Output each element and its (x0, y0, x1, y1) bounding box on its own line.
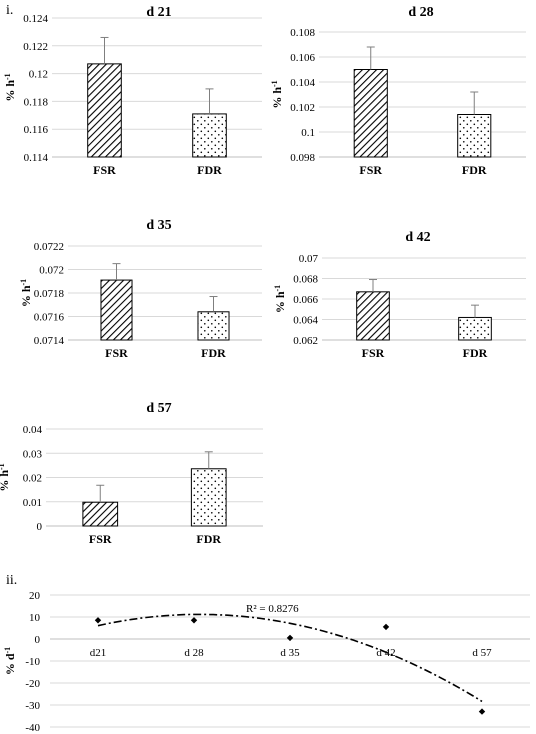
y-tick-label: -30 (25, 700, 40, 712)
x-category-label: d 57 (472, 647, 492, 659)
y-tick-label: 0.04 (23, 424, 43, 436)
y-tick-label: 0.064 (293, 315, 318, 327)
y-tick-label: 0.1 (301, 127, 315, 139)
x-category-label: FSR (93, 163, 116, 177)
bar-fsr (82, 501, 119, 527)
y-axis-label: % h-1 (3, 73, 18, 101)
y-tick-label: -40 (25, 722, 40, 734)
x-category-label: FSR (89, 532, 112, 546)
data-point (382, 623, 390, 631)
y-tick-label: 0.108 (290, 27, 315, 39)
y-tick-label: 0.01 (23, 497, 42, 509)
trendline (97, 613, 483, 703)
y-tick-label: 0.03 (23, 448, 43, 460)
bar-fdr (458, 316, 492, 341)
r-squared-label: R² = 0.8276 (246, 603, 299, 615)
x-category-label: FDR (462, 163, 487, 177)
bar-fdr (197, 311, 230, 341)
y-tick-label: 0.0716 (34, 312, 65, 324)
x-category-label: FDR (463, 346, 488, 360)
y-axis-label: % h-1 (270, 80, 285, 108)
y-tick-label: 0.12 (29, 69, 48, 81)
bar-fdr (457, 114, 492, 158)
y-tick-label: -10 (25, 656, 40, 668)
x-category-label: d 35 (280, 647, 300, 659)
x-category-label: d21 (90, 647, 107, 659)
bar-chart-d28: d 28 0.098 0.1 0.102 0.104 0.106 0.108 % h-1 FSR… (270, 5, 526, 177)
y-tick-label: 0 (37, 521, 43, 533)
bar-chart-d21: d 21 0.114 0.116 0.118 0.12 0.122 0.124 % h-1 FS… (3, 5, 262, 177)
y-tick-label: 0.098 (290, 152, 315, 164)
chart-title: d 35 (146, 218, 171, 233)
chart-title: d 21 (146, 5, 171, 20)
y-tick-label: 0.118 (24, 96, 49, 108)
y-tick-label: 0.062 (293, 335, 318, 347)
y-tick-label: -20 (25, 678, 40, 690)
bar-fsr (353, 69, 388, 158)
y-tick-label: 0.104 (290, 77, 315, 89)
x-category-label: FDR (197, 163, 222, 177)
y-tick-label: 0.124 (23, 13, 48, 25)
y-tick-label: 0.106 (290, 52, 315, 64)
x-category-label: FSR (359, 163, 382, 177)
y-tick-label: 0.102 (290, 102, 315, 114)
x-category-label: d 28 (184, 647, 204, 659)
chart-title: d 42 (405, 230, 430, 245)
panel-label-i: i. (6, 3, 13, 18)
x-category-label: FDR (196, 532, 221, 546)
y-axis-label: % d-1 (3, 647, 18, 675)
data-point (94, 617, 102, 624)
y-tick-label: 0.122 (23, 41, 48, 53)
panel-label-ii: ii. (6, 573, 17, 588)
y-tick-label: 0.068 (293, 274, 318, 286)
x-category-label: FSR (362, 346, 385, 360)
y-tick-label: 0 (35, 634, 41, 646)
bar-chart-d35: d 35 0.0714 0.0716 0.0718 0.072 0.0722 % h-1 FS… (19, 218, 262, 360)
y-tick-label: 0.0718 (34, 288, 65, 300)
bar-fsr (356, 291, 390, 341)
chart-title: d 28 (408, 5, 433, 20)
y-axis-label: % h-1 (19, 279, 34, 307)
bar-fsr (87, 63, 122, 158)
y-tick-label: 0.07 (299, 253, 319, 265)
y-tick-label: 20 (29, 590, 41, 602)
y-tick-label: 0.0714 (34, 335, 65, 347)
data-point (286, 634, 294, 642)
y-tick-label: 0.0722 (34, 241, 64, 253)
y-tick-label: 0.066 (293, 294, 318, 306)
y-axis-label: % h-1 (273, 285, 288, 313)
data-point (478, 708, 486, 715)
y-tick-label: 0.02 (23, 473, 42, 485)
x-category-label: FSR (105, 346, 128, 360)
bar-fdr (190, 468, 227, 527)
bar-fsr (100, 279, 133, 341)
bar-chart-d42: d 42 0.062 0.064 0.066 0.068 0.07 % h-1 FSR FDR (273, 230, 526, 360)
y-axis-label: % h-1 (0, 463, 11, 491)
bar-chart-d57: d 57 0 0.01 0.02 0.03 0.04 % h-1 FSR FDR (0, 401, 263, 546)
y-tick-label: 0.116 (24, 124, 49, 136)
y-tick-label: 10 (29, 612, 41, 624)
bar-fdr (192, 113, 227, 158)
chart-title: d 57 (146, 401, 171, 416)
y-tick-label: 0.072 (39, 265, 64, 277)
data-point (190, 617, 198, 624)
y-tick-label: 0.114 (24, 152, 49, 164)
x-category-label: FDR (201, 346, 226, 360)
